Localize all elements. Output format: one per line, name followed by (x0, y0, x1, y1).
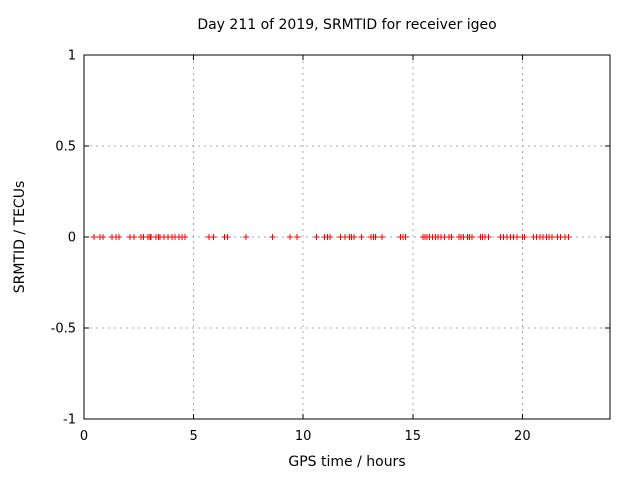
x-tick-label: 10 (295, 429, 312, 444)
data-point-marker (224, 234, 231, 240)
y-tick-labels: -1 -0.5 0 0.5 1 (51, 49, 76, 428)
data-point-marker (91, 234, 98, 240)
x-tick-labels: 0 5 10 15 20 (80, 429, 531, 444)
data-point-marker (548, 234, 555, 240)
data-point-marker (468, 234, 475, 240)
data-point-marker (131, 234, 138, 240)
data-point-marker (287, 234, 294, 240)
x-tick-label: 5 (189, 429, 197, 444)
data-point-marker (358, 234, 365, 240)
data-point-marker (116, 234, 123, 240)
tick-marks (83, 54, 610, 420)
data-point-marker (350, 234, 357, 240)
data-point-marker (372, 234, 379, 240)
y-tick-label: 0.5 (55, 140, 76, 155)
data-point-marker (210, 234, 217, 240)
data-point-marker (513, 234, 520, 240)
data-point-marker (243, 234, 250, 240)
x-tick-label: 20 (514, 429, 531, 444)
data-point-marker (521, 234, 528, 240)
data-point-marker (448, 234, 455, 240)
y-tick-label: -1 (63, 413, 76, 428)
y-tick-label: -0.5 (51, 322, 76, 337)
data-point-marker (402, 234, 409, 240)
data-point-marker (379, 234, 386, 240)
data-points (91, 234, 572, 240)
y-tick-label: 0 (68, 231, 76, 246)
y-tick-label: 1 (68, 49, 76, 64)
x-axis-label: GPS time / hours (288, 454, 405, 470)
data-point-marker (313, 234, 320, 240)
x-tick-label: 0 (80, 429, 88, 444)
data-point-marker (269, 234, 276, 240)
y-axis-label: SRMTID / TECUs (12, 181, 28, 294)
data-point-marker (148, 234, 155, 240)
data-point-marker (565, 234, 572, 240)
data-point-marker (100, 234, 107, 240)
chart-title: Day 211 of 2019, SRMTID for receiver ige… (197, 17, 496, 33)
data-point-marker (327, 234, 334, 240)
data-point-marker (181, 234, 188, 240)
data-point-marker (294, 234, 301, 240)
data-point-marker (485, 234, 492, 240)
x-tick-label: 15 (404, 429, 421, 444)
